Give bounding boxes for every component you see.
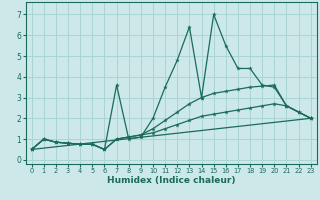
X-axis label: Humidex (Indice chaleur): Humidex (Indice chaleur) [107, 176, 236, 185]
